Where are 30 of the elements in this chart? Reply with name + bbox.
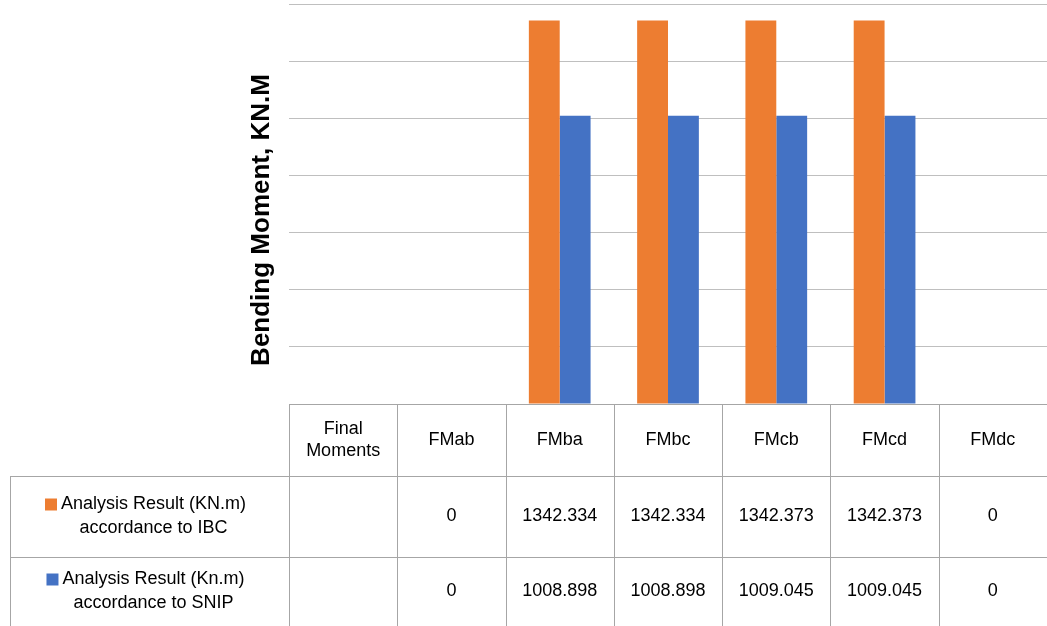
legend-label: Analysis Result (Kn.m) accordance to SNIP (62, 568, 245, 613)
data-label: 0 (987, 505, 998, 526)
bar (528, 20, 560, 404)
x-tick-label: FMcb (753, 428, 799, 449)
x-tick-label: FMdc (970, 428, 1016, 449)
data-label: 1008.898 (522, 580, 598, 601)
data-label: 1342.334 (630, 505, 706, 526)
data-label: 0 (446, 505, 457, 526)
bar (559, 115, 591, 404)
data-label: 1342.334 (522, 505, 598, 526)
x-tick-label: FMab (428, 428, 475, 449)
data-label: 1342.373 (847, 505, 923, 526)
data-label: 1008.898 (630, 580, 706, 601)
x-tick-label: FMba (536, 428, 584, 449)
bar (776, 115, 808, 404)
bar (884, 115, 916, 404)
bar (668, 115, 699, 404)
data-label: 1009.045 (847, 580, 923, 601)
bar (745, 20, 777, 404)
x-tick-label: FMcd (862, 428, 908, 449)
data-label: 1342.373 (738, 505, 814, 526)
bar (853, 20, 885, 404)
x-tick-label: Final Moments (306, 417, 381, 460)
y-axis-title: Bending Moment, KN.M (245, 74, 276, 366)
data-label: 1009.045 (738, 580, 814, 601)
data-label: 0 (446, 580, 457, 601)
data-label: 0 (987, 580, 998, 601)
legend-label: Analysis Result (KN.m) accordance to IBC (60, 493, 247, 538)
x-tick-label: FMbc (645, 428, 691, 449)
bar (637, 20, 668, 404)
